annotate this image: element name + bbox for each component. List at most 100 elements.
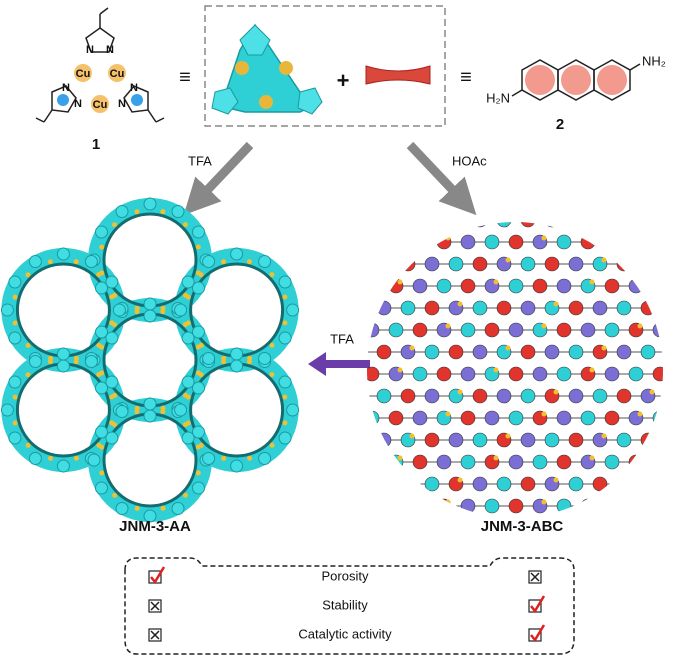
metal: [493, 279, 499, 285]
node: [616, 222, 632, 228]
node: [376, 432, 392, 448]
node: [424, 256, 440, 272]
metal: [73, 359, 79, 365]
node: [652, 366, 663, 382]
node: [604, 278, 620, 294]
node: [143, 409, 157, 423]
metal: [397, 367, 403, 373]
metal: [457, 301, 463, 307]
node: [448, 222, 464, 228]
node: [616, 388, 632, 404]
node: [520, 222, 536, 228]
node: [448, 432, 464, 448]
arrow-label: HOAc: [452, 153, 487, 168]
node: [105, 375, 119, 389]
node: [556, 454, 572, 470]
node: [460, 366, 476, 382]
metal: [397, 455, 403, 461]
pore-inner: [102, 412, 198, 508]
node: [95, 325, 109, 339]
metal: [282, 394, 288, 400]
node: [56, 247, 70, 261]
node: [367, 222, 368, 228]
atom: N: [74, 98, 82, 110]
metal: [601, 345, 607, 351]
node: [191, 425, 205, 439]
node: [460, 278, 476, 294]
node: [174, 303, 188, 317]
node: [640, 256, 656, 272]
metal: [362, 478, 367, 483]
check-mark: [150, 566, 166, 585]
metal: [198, 342, 204, 348]
node: [616, 300, 632, 316]
node: [367, 366, 380, 382]
node: [143, 509, 157, 523]
node: [367, 234, 380, 250]
node: [568, 432, 584, 448]
node: [592, 388, 608, 404]
node: [56, 359, 70, 373]
metal: [99, 444, 105, 450]
node: [604, 454, 620, 470]
node: [202, 351, 216, 365]
atom: Cu: [93, 99, 108, 111]
metal: [505, 433, 511, 439]
node: [115, 501, 129, 515]
node: [0, 403, 14, 417]
metal: [25, 372, 31, 378]
linker-rod: [365, 65, 431, 85]
node: [191, 225, 205, 239]
metal: [458, 214, 463, 219]
metal: [195, 244, 201, 250]
amine: H₂N: [486, 90, 510, 105]
metal: [269, 272, 275, 278]
node: [191, 281, 205, 295]
metal: [445, 323, 451, 329]
node: [472, 344, 488, 360]
node: [677, 323, 685, 337]
node: [472, 256, 488, 272]
node: [28, 255, 42, 269]
node: [388, 498, 404, 514]
node: [496, 300, 512, 316]
node: [191, 381, 205, 395]
metal: [195, 470, 201, 476]
metal: [362, 214, 367, 219]
node: [376, 256, 392, 272]
node: [388, 322, 404, 338]
cross-mark: [530, 572, 540, 582]
node: [436, 454, 452, 470]
node: [508, 322, 524, 338]
node: [640, 222, 656, 228]
metal: [134, 409, 140, 415]
node: [84, 355, 98, 369]
node: [604, 410, 620, 426]
metal: [12, 420, 18, 426]
metal: [505, 257, 511, 263]
node: [367, 432, 368, 448]
metal: [541, 411, 547, 417]
node: [376, 300, 392, 316]
node: [230, 459, 244, 473]
metal: [221, 355, 227, 361]
node: [412, 454, 428, 470]
metal: [457, 389, 463, 395]
node: [556, 366, 572, 382]
node: [8, 375, 22, 389]
node: [278, 431, 292, 445]
node: [412, 278, 428, 294]
metal: [282, 420, 288, 426]
metal: [553, 389, 559, 395]
node: [532, 278, 548, 294]
metal: [198, 442, 204, 448]
atom: Cu: [110, 68, 125, 80]
node: [424, 388, 440, 404]
metal: [198, 372, 204, 378]
metal: [445, 499, 451, 505]
metal: [99, 470, 105, 476]
metal: [445, 235, 451, 241]
node: [84, 255, 98, 269]
node: [472, 222, 488, 228]
